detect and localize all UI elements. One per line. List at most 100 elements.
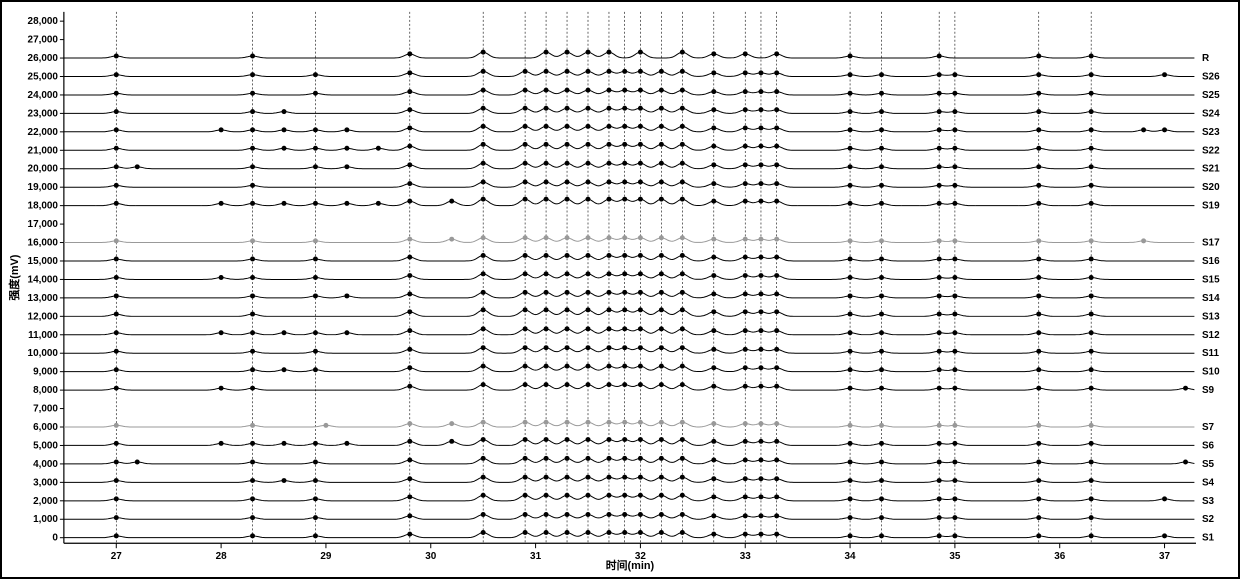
peak-marker	[586, 142, 591, 147]
peak-marker	[937, 367, 942, 372]
peak-marker	[114, 293, 119, 298]
peak-marker	[313, 330, 318, 335]
peak-marker	[481, 253, 486, 258]
peak-marker	[937, 72, 942, 77]
peak-marker	[407, 181, 412, 186]
peak-marker	[114, 183, 119, 188]
peak-marker	[282, 201, 287, 206]
peak-marker	[544, 530, 549, 535]
peak-marker	[774, 513, 779, 518]
peak-marker	[743, 439, 748, 444]
peak-marker	[711, 181, 716, 186]
peak-marker	[523, 253, 528, 258]
peak-marker	[848, 312, 853, 317]
peak-marker	[879, 478, 884, 483]
x-tick-label: 35	[949, 551, 961, 562]
y-tick-label: 10,000	[28, 348, 59, 359]
trace-label: S23	[1202, 127, 1220, 138]
peak-marker	[937, 164, 942, 169]
peak-marker	[586, 197, 591, 202]
peak-marker	[743, 89, 748, 94]
peak-marker	[758, 89, 763, 94]
peak-marker	[937, 478, 942, 483]
y-tick-label: 0	[52, 533, 58, 544]
y-tick-label: 24,000	[28, 90, 59, 101]
peak-marker	[848, 275, 853, 280]
peak-marker	[565, 271, 570, 276]
peak-marker	[711, 532, 716, 537]
peak-marker	[680, 290, 685, 295]
peak-marker	[743, 328, 748, 333]
trace-label: S22	[1202, 145, 1220, 156]
peak-marker	[879, 459, 884, 464]
peak-marker	[937, 183, 942, 188]
peak-marker	[659, 142, 664, 147]
peak-marker	[774, 89, 779, 94]
peak-marker	[523, 290, 528, 295]
peak-marker	[135, 459, 140, 464]
peak-marker	[1183, 459, 1188, 464]
y-tick-label: 16,000	[28, 238, 59, 249]
peak-marker	[758, 384, 763, 389]
peak-marker	[586, 50, 591, 55]
chromatogram-trace	[64, 310, 1195, 317]
peak-marker	[659, 530, 664, 535]
peak-marker	[774, 162, 779, 167]
peak-marker	[219, 201, 224, 206]
peak-marker	[758, 255, 763, 260]
peak-marker	[544, 142, 549, 147]
peak-marker	[638, 475, 643, 480]
y-tick-label: 23,000	[28, 108, 59, 119]
peak-marker	[313, 533, 318, 538]
peak-marker	[250, 238, 255, 243]
peak-marker	[344, 201, 349, 206]
peak-marker	[544, 456, 549, 461]
peak-marker	[848, 533, 853, 538]
peak-marker	[659, 345, 664, 350]
peak-marker	[544, 69, 549, 74]
peak-marker	[680, 307, 685, 312]
y-tick-label: 14,000	[28, 274, 59, 285]
peak-marker	[622, 271, 627, 276]
peak-marker	[711, 421, 716, 426]
peak-marker	[407, 476, 412, 481]
peak-marker	[638, 106, 643, 111]
peak-marker	[711, 292, 716, 297]
peak-marker	[586, 161, 591, 166]
peak-marker	[848, 238, 853, 243]
peak-marker	[659, 326, 664, 331]
peak-marker	[313, 459, 318, 464]
peak-marker	[606, 50, 611, 55]
peak-marker	[250, 201, 255, 206]
peak-marker	[114, 441, 119, 446]
peak-marker	[879, 275, 884, 280]
peak-marker	[848, 478, 853, 483]
peak-marker	[114, 257, 119, 262]
peak-marker	[407, 70, 412, 75]
y-tick-label: 17,000	[28, 219, 59, 230]
peak-marker	[638, 420, 643, 425]
peak-marker	[565, 475, 570, 480]
peak-marker	[711, 199, 716, 204]
peak-marker	[1036, 257, 1041, 262]
peak-marker	[1036, 293, 1041, 298]
peak-marker	[680, 235, 685, 240]
trace-label: S26	[1202, 71, 1220, 82]
peak-marker	[544, 106, 549, 111]
peak-marker	[711, 309, 716, 314]
trace-label: S11	[1202, 348, 1220, 359]
peak-marker	[711, 70, 716, 75]
peak-marker	[711, 328, 716, 333]
peak-marker	[114, 238, 119, 243]
peak-marker	[622, 345, 627, 350]
peak-marker	[659, 88, 664, 93]
peak-marker	[586, 364, 591, 369]
peak-marker	[879, 91, 884, 96]
peak-marker	[711, 513, 716, 518]
peak-marker	[544, 197, 549, 202]
peak-marker	[622, 142, 627, 147]
trace-label: S1	[1202, 533, 1215, 544]
peak-marker	[544, 50, 549, 55]
peak-marker	[313, 275, 318, 280]
peak-marker	[937, 127, 942, 132]
